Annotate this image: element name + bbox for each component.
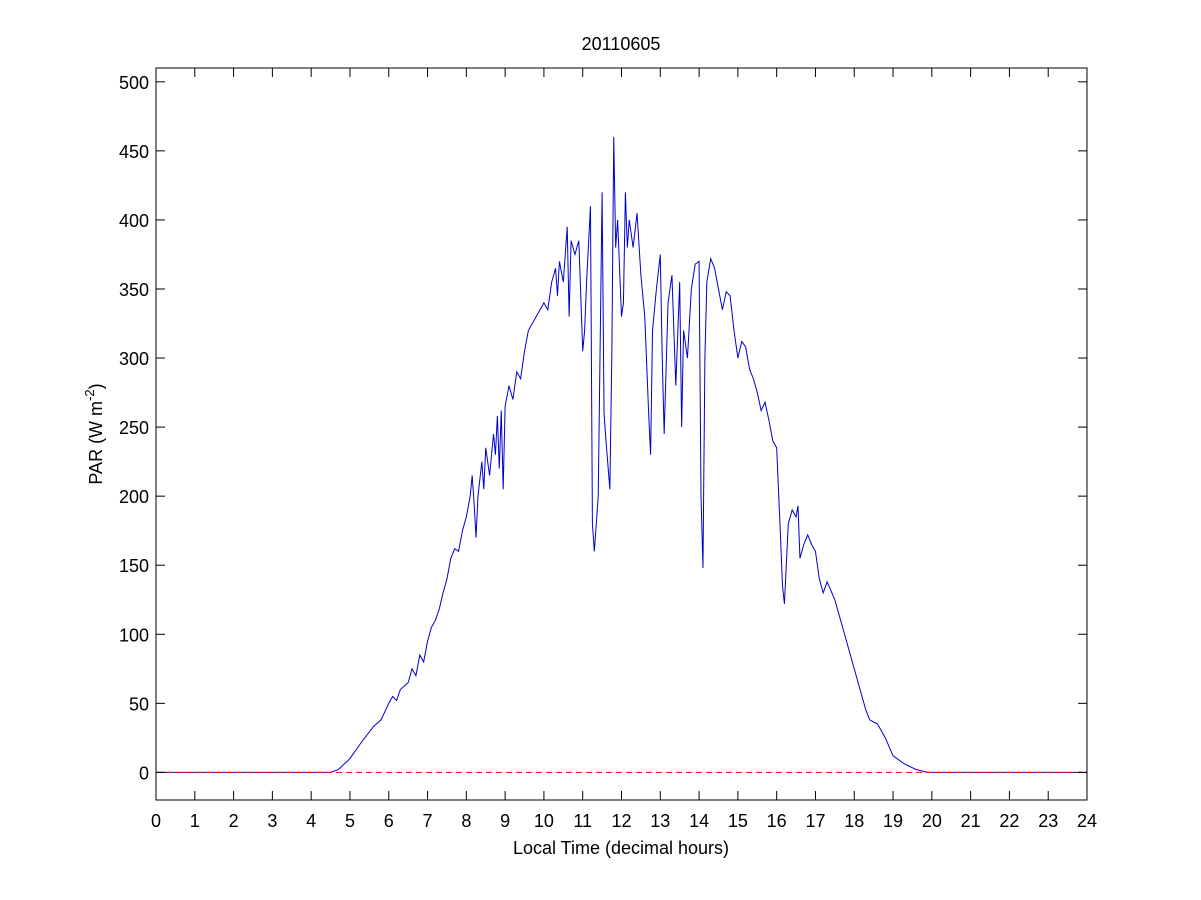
x-tick-label: 11 <box>573 811 592 831</box>
x-tick-label: 7 <box>423 811 433 831</box>
y-tick-label: 150 <box>119 556 149 576</box>
x-tick-label: 12 <box>611 811 631 831</box>
x-tick-label: 8 <box>461 811 471 831</box>
x-tick-label: 13 <box>650 811 670 831</box>
y-tick-label: 0 <box>139 763 149 783</box>
x-tick-label: 20 <box>922 811 942 831</box>
x-tick-label: 4 <box>306 811 316 831</box>
x-tick-label: 14 <box>689 811 709 831</box>
x-tick-label: 0 <box>151 811 161 831</box>
x-tick-label: 16 <box>767 811 787 831</box>
x-tick-label: 19 <box>883 811 903 831</box>
y-tick-label: 450 <box>119 142 149 162</box>
y-axis-label: PAR (W m-2) <box>82 383 106 484</box>
x-tick-label: 6 <box>384 811 394 831</box>
x-tick-label: 24 <box>1077 811 1097 831</box>
x-tick-label: 23 <box>1038 811 1058 831</box>
y-tick-label: 50 <box>129 694 149 714</box>
x-tick-label: 22 <box>999 811 1019 831</box>
y-tick-label: 300 <box>119 349 149 369</box>
x-tick-label: 15 <box>728 811 748 831</box>
x-tick-label: 5 <box>345 811 355 831</box>
y-tick-label: 250 <box>119 418 149 438</box>
chart-title: 20110605 <box>582 34 661 54</box>
y-tick-label: 500 <box>119 73 149 93</box>
y-tick-label: 200 <box>119 487 149 507</box>
x-tick-label: 17 <box>805 811 825 831</box>
x-tick-label: 2 <box>229 811 239 831</box>
y-tick-label: 400 <box>119 211 149 231</box>
x-tick-label: 10 <box>534 811 554 831</box>
x-tick-label: 18 <box>844 811 864 831</box>
y-tick-label: 100 <box>119 625 149 645</box>
x-tick-label: 21 <box>961 811 981 831</box>
x-axis-label: Local Time (decimal hours) <box>513 838 729 858</box>
data-line <box>156 137 1087 773</box>
y-tick-label: 350 <box>119 280 149 300</box>
x-tick-label: 9 <box>500 811 510 831</box>
x-tick-label: 3 <box>267 811 277 831</box>
x-tick-label: 1 <box>190 811 200 831</box>
